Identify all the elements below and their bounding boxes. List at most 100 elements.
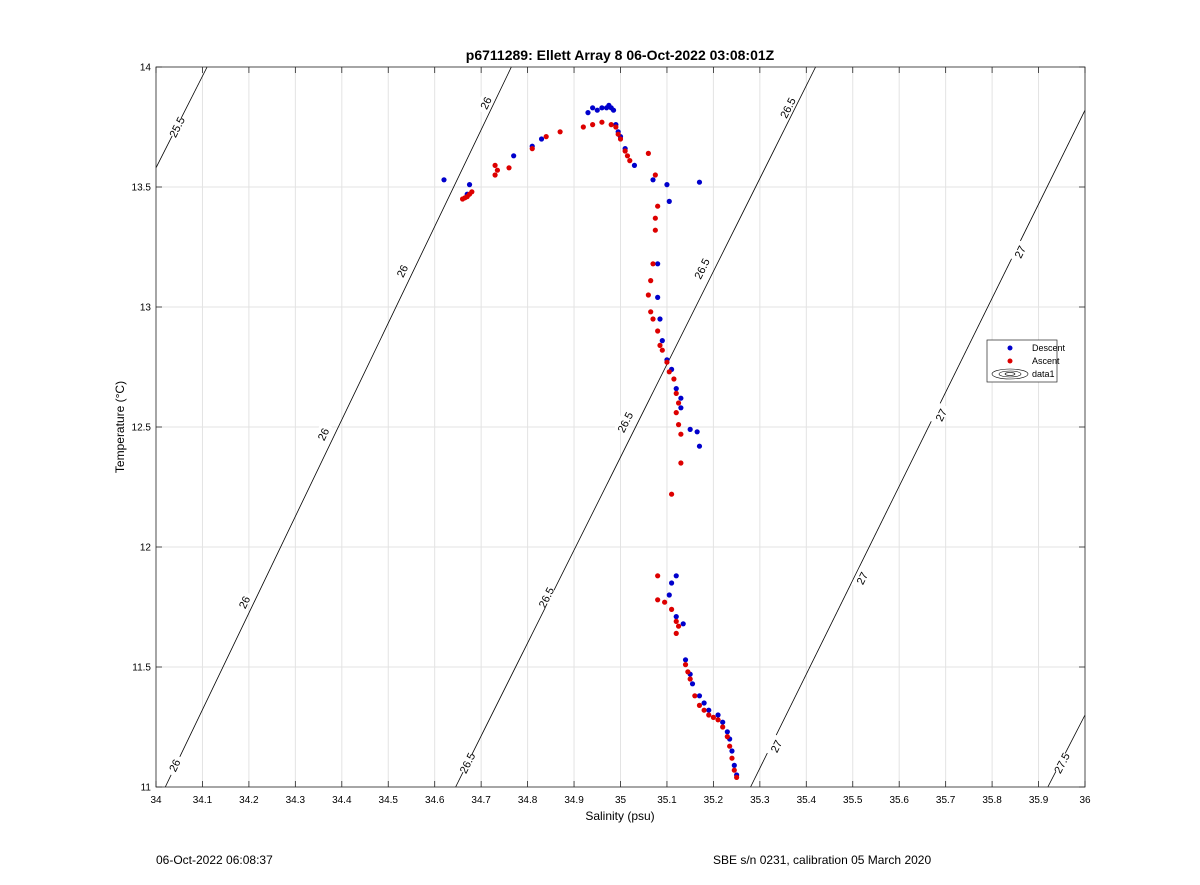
y-tick-label: 13 (140, 303, 152, 314)
descent-point (696, 693, 703, 699)
ascent-point (645, 292, 651, 298)
descent-point (655, 261, 661, 267)
descent-point (599, 105, 605, 111)
ascent-point (650, 261, 656, 267)
ascent-point (622, 148, 628, 154)
ascent-point (682, 662, 689, 668)
contour-label: 26 (479, 95, 495, 111)
contour-label-bg (163, 753, 184, 777)
contour-line (750, 110, 1086, 788)
ascent-point (692, 693, 698, 699)
descent-point (538, 136, 545, 142)
contour-label-bg (391, 258, 412, 283)
descent-point (682, 657, 689, 663)
contour-label: 27.5 (1052, 751, 1072, 776)
contour-label: 26 (395, 263, 411, 279)
descent-point (701, 700, 707, 706)
descent-point (585, 110, 591, 116)
descent-point (673, 573, 679, 579)
descent-point (724, 729, 730, 735)
ascent-point (720, 724, 726, 730)
legend-descent-marker (1007, 345, 1013, 351)
ascent-point (729, 755, 735, 761)
x-tick-label: 34 (150, 795, 162, 806)
ascent-point (652, 227, 658, 233)
ascent-point (655, 328, 661, 334)
descent-point (664, 182, 670, 188)
descent-point (689, 681, 696, 687)
ascent-point (678, 431, 684, 437)
descent-point (706, 707, 712, 713)
ascent-point (685, 669, 691, 675)
ascent-point (701, 707, 707, 713)
contour-label-bg (456, 750, 477, 775)
y-tick-label: 11.5 (132, 663, 151, 674)
chart-title: p6711289: Ellett Array 8 06-Oct-2022 03:… (466, 47, 775, 63)
x-tick-label: 35.2 (704, 795, 724, 806)
ascent-point (655, 597, 661, 603)
ascent-point (506, 165, 512, 171)
contour-line (455, 66, 816, 788)
y-tick-label: 12.5 (132, 423, 152, 434)
contour-label: 25.5 (168, 115, 188, 140)
x-tick-label: 35.6 (889, 795, 909, 806)
x-tick-label: 35.1 (657, 795, 677, 806)
ascent-point (671, 376, 677, 382)
ascent-point (724, 734, 730, 740)
contour-label: 26 (167, 758, 183, 774)
descent-point (511, 153, 517, 159)
ascent-point (492, 172, 498, 178)
y-axis-ticks: 11 11.5 12 12.5 13 13.5 14 (132, 63, 1085, 794)
x-axis-ticks: 34 34.1 34.2 34.3 34.4 34.5 34.6 34.7 34.8 34.9 35… (150, 67, 1091, 806)
descent-point (696, 443, 703, 449)
legend-ascent-label: Ascent (1032, 356, 1060, 366)
ascent-point (710, 714, 717, 721)
x-tick-label: 34.8 (518, 795, 538, 806)
y-tick-label: 14 (140, 63, 152, 74)
ascent-point (615, 131, 621, 137)
contour-line (164, 66, 512, 788)
footer-timestamp: 06-Oct-2022 06:08:37 (156, 853, 273, 867)
descent-point (680, 621, 686, 627)
contour-label: 27 (855, 570, 871, 586)
descent-point (673, 614, 679, 620)
contour-line (155, 66, 208, 168)
x-tick-label: 35.9 (1029, 795, 1049, 806)
ascent-point (668, 606, 675, 613)
legend-ascent-marker (1007, 358, 1013, 364)
contour-label-bg (614, 410, 635, 434)
ascent-point (715, 717, 721, 723)
x-tick-label: 34.5 (379, 795, 399, 806)
ascent-point (645, 150, 651, 156)
ascent-point (673, 410, 679, 416)
ascent-point (624, 153, 631, 159)
ascent-point (469, 189, 475, 195)
x-tick-label: 35.7 (936, 795, 956, 806)
descent-point (731, 762, 737, 769)
descent-point (715, 712, 721, 718)
ascent-point (696, 702, 703, 709)
ascent-point (590, 122, 596, 128)
x-tick-label: 35.4 (797, 795, 817, 806)
ascent-point (608, 122, 614, 128)
contour-label-bg (475, 90, 495, 115)
descent-point (441, 177, 447, 183)
descent-point (666, 198, 672, 204)
ascent-point (580, 124, 586, 130)
ascent-point (687, 676, 693, 682)
contour-label-bg (765, 734, 786, 758)
ascent-point (492, 162, 498, 168)
descent-point (678, 395, 684, 401)
descent-point (668, 580, 675, 586)
descent-point (673, 386, 679, 392)
ascent-point (706, 712, 712, 718)
contour-label-bg (1009, 239, 1029, 263)
ascent-point (655, 203, 661, 209)
contour-label: 26.5 (778, 96, 798, 121)
contour-label: 27 (934, 407, 950, 423)
descent-point (650, 177, 656, 183)
x-tick-label: 34.4 (332, 795, 352, 806)
ascent-point (731, 767, 737, 773)
x-tick-label: 34.2 (239, 795, 259, 806)
ascent-point (617, 136, 624, 142)
